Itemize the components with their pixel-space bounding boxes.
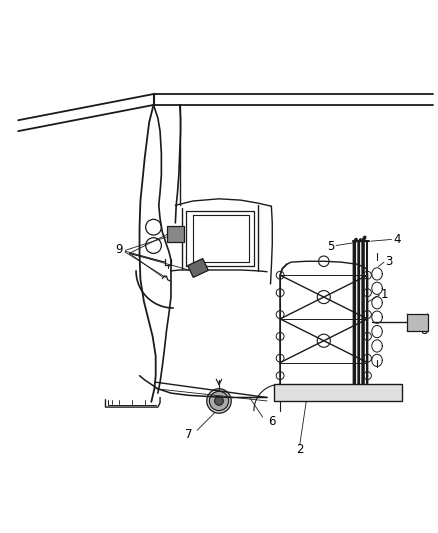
Circle shape — [317, 290, 330, 304]
Text: 7: 7 — [185, 428, 192, 441]
Circle shape — [215, 397, 223, 405]
Text: 2: 2 — [296, 443, 304, 456]
Circle shape — [173, 230, 182, 239]
Text: 6: 6 — [268, 415, 275, 428]
Circle shape — [384, 390, 390, 395]
Text: 8: 8 — [420, 324, 428, 337]
Circle shape — [373, 390, 379, 395]
Text: 1: 1 — [380, 288, 388, 301]
Circle shape — [209, 391, 229, 410]
Text: 3: 3 — [385, 255, 392, 268]
Bar — [274, 384, 403, 401]
Circle shape — [207, 389, 231, 413]
Circle shape — [277, 390, 283, 395]
Circle shape — [318, 256, 329, 266]
Circle shape — [364, 390, 371, 395]
Circle shape — [317, 334, 330, 348]
Text: 5: 5 — [327, 240, 334, 253]
Text: 4: 4 — [393, 233, 401, 246]
Circle shape — [286, 390, 292, 395]
Bar — [407, 313, 427, 331]
Text: 9: 9 — [116, 244, 123, 256]
Bar — [166, 227, 184, 242]
Bar — [188, 259, 208, 277]
